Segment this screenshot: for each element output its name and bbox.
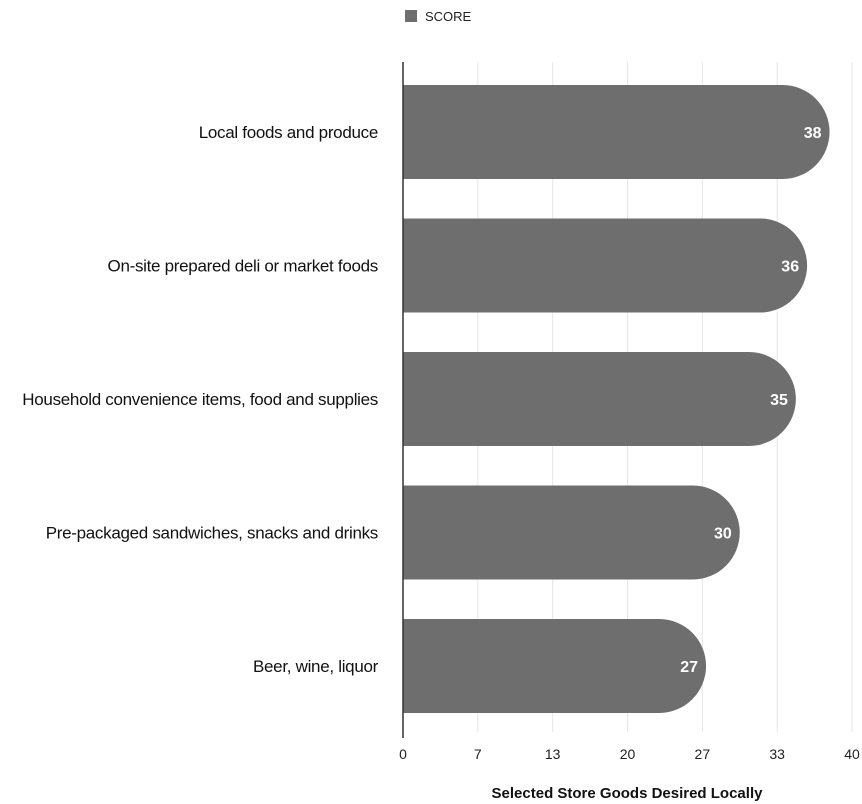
bar <box>403 218 808 313</box>
bar <box>403 352 796 446</box>
x-tick-label: 33 <box>769 746 785 762</box>
x-tick-label: 20 <box>620 746 636 762</box>
data-label: 36 <box>781 259 799 276</box>
data-label: 35 <box>770 392 788 409</box>
category-label: Beer, wine, liquor <box>253 657 379 676</box>
category-label: Household convenience items, food and su… <box>22 390 378 409</box>
x-tick-label: 7 <box>474 746 482 762</box>
bar <box>403 85 830 179</box>
data-label: 27 <box>680 659 698 676</box>
data-label: 30 <box>714 526 732 543</box>
x-tick-label: 13 <box>545 746 561 762</box>
x-tick-label: 27 <box>695 746 711 762</box>
axes: 0 7 13 20 27 33 40 Local foods and produce On-si… <box>22 62 860 762</box>
category-label: Local foods and produce <box>199 123 378 142</box>
bars: 38 36 35 30 27 <box>403 85 830 713</box>
bar <box>403 485 740 580</box>
legend-swatch <box>405 10 417 22</box>
bar <box>403 619 707 713</box>
data-label: 38 <box>804 125 822 142</box>
x-axis-title: Selected Store Goods Desired Locally <box>492 785 764 802</box>
category-label: Pre-packaged sandwiches, snacks and drin… <box>46 524 378 543</box>
x-tick-label: 40 <box>844 746 860 762</box>
legend-label: SCORE <box>425 9 472 24</box>
x-tick-label: 0 <box>399 746 407 762</box>
legend: SCORE <box>405 9 472 24</box>
category-label: On-site prepared deli or market foods <box>108 257 378 276</box>
